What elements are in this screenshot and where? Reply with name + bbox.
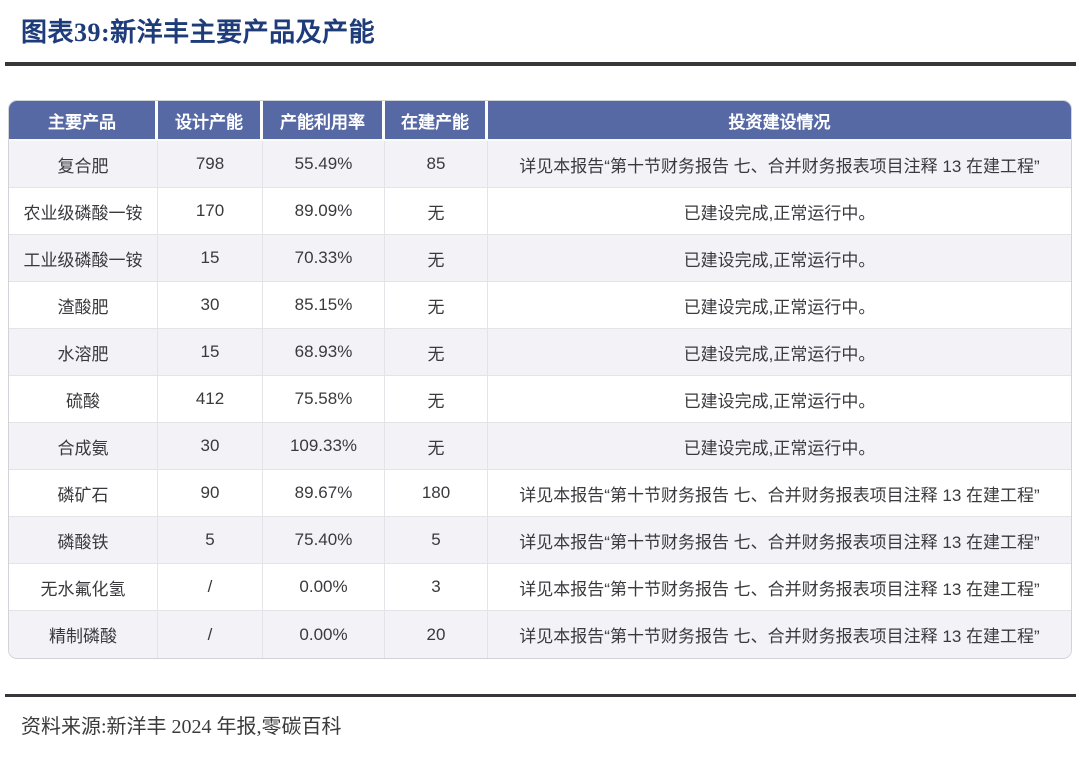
cell-under-construction: 无 <box>385 235 488 282</box>
cell-product: 农业级磷酸一铵 <box>9 188 158 235</box>
products-table-grid: 主要产品 设计产能 产能利用率 在建产能 投资建设情况 复合肥 798 55.4… <box>9 101 1071 658</box>
cell-utilization: 89.67% <box>263 470 385 517</box>
cell-under-construction: 无 <box>385 376 488 423</box>
cell-investment-status: 详见本报告“第十节财务报告 七、合并财务报表项目注释 13 在建工程” <box>488 611 1071 658</box>
cell-design-capacity: 412 <box>158 376 263 423</box>
cell-utilization: 70.33% <box>263 235 385 282</box>
cell-utilization: 75.58% <box>263 376 385 423</box>
table-row: 工业级磷酸一铵 15 70.33% 无 已建设完成,正常运行中。 <box>9 235 1071 282</box>
cell-utilization: 89.09% <box>263 188 385 235</box>
cell-utilization: 109.33% <box>263 423 385 470</box>
products-table: 主要产品 设计产能 产能利用率 在建产能 投资建设情况 复合肥 798 55.4… <box>8 100 1072 659</box>
cell-design-capacity: 30 <box>158 282 263 329</box>
cell-design-capacity: 798 <box>158 141 263 188</box>
cell-product: 磷矿石 <box>9 470 158 517</box>
table-row: 复合肥 798 55.49% 85 详见本报告“第十节财务报告 七、合并财务报表… <box>9 141 1071 188</box>
cell-investment-status: 已建设完成,正常运行中。 <box>488 235 1071 282</box>
col-header-main-product: 主要产品 <box>9 101 158 141</box>
cell-design-capacity: 30 <box>158 423 263 470</box>
cell-design-capacity: / <box>158 564 263 611</box>
cell-investment-status: 详见本报告“第十节财务报告 七、合并财务报表项目注释 13 在建工程” <box>488 564 1071 611</box>
cell-utilization: 0.00% <box>263 611 385 658</box>
cell-under-construction: 20 <box>385 611 488 658</box>
cell-investment-status: 详见本报告“第十节财务报告 七、合并财务报表项目注释 13 在建工程” <box>488 141 1071 188</box>
cell-product: 复合肥 <box>9 141 158 188</box>
cell-design-capacity: 170 <box>158 188 263 235</box>
cell-under-construction: 180 <box>385 470 488 517</box>
cell-product: 工业级磷酸一铵 <box>9 235 158 282</box>
table-row: 磷矿石 90 89.67% 180 详见本报告“第十节财务报告 七、合并财务报表… <box>9 470 1071 517</box>
cell-utilization: 85.15% <box>263 282 385 329</box>
col-header-investment-status: 投资建设情况 <box>488 101 1071 141</box>
table-row: 无水氟化氢 / 0.00% 3 详见本报告“第十节财务报告 七、合并财务报表项目… <box>9 564 1071 611</box>
cell-investment-status: 已建设完成,正常运行中。 <box>488 423 1071 470</box>
cell-under-construction: 5 <box>385 517 488 564</box>
cell-under-construction: 无 <box>385 423 488 470</box>
cell-utilization: 68.93% <box>263 329 385 376</box>
table-row: 磷酸铁 5 75.40% 5 详见本报告“第十节财务报告 七、合并财务报表项目注… <box>9 517 1071 564</box>
cell-utilization: 0.00% <box>263 564 385 611</box>
cell-product: 水溶肥 <box>9 329 158 376</box>
cell-investment-status: 已建设完成,正常运行中。 <box>488 282 1071 329</box>
col-header-design-capacity: 设计产能 <box>158 101 263 141</box>
cell-product: 精制磷酸 <box>9 611 158 658</box>
cell-under-construction: 3 <box>385 564 488 611</box>
cell-product: 硫酸 <box>9 376 158 423</box>
cell-investment-status: 已建设完成,正常运行中。 <box>488 329 1071 376</box>
cell-product: 合成氨 <box>9 423 158 470</box>
cell-investment-status: 详见本报告“第十节财务报告 七、合并财务报表项目注释 13 在建工程” <box>488 470 1071 517</box>
cell-under-construction: 无 <box>385 188 488 235</box>
cell-design-capacity: 90 <box>158 470 263 517</box>
cell-under-construction: 85 <box>385 141 488 188</box>
cell-design-capacity: 5 <box>158 517 263 564</box>
table-row: 水溶肥 15 68.93% 无 已建设完成,正常运行中。 <box>9 329 1071 376</box>
col-header-under-construction: 在建产能 <box>385 101 488 141</box>
col-header-utilization-rate: 产能利用率 <box>263 101 385 141</box>
source-note: 资料来源:新洋丰 2024 年报,零碳百科 <box>21 716 342 738</box>
cell-investment-status: 已建设完成,正常运行中。 <box>488 376 1071 423</box>
table-header-row: 主要产品 设计产能 产能利用率 在建产能 投资建设情况 <box>9 101 1071 141</box>
title-divider <box>5 62 1076 66</box>
table-row: 农业级磷酸一铵 170 89.09% 无 已建设完成,正常运行中。 <box>9 188 1071 235</box>
cell-under-construction: 无 <box>385 329 488 376</box>
cell-design-capacity: 15 <box>158 329 263 376</box>
table-row: 精制磷酸 / 0.00% 20 详见本报告“第十节财务报告 七、合并财务报表项目… <box>9 611 1071 658</box>
table-row: 渣酸肥 30 85.15% 无 已建设完成,正常运行中。 <box>9 282 1071 329</box>
cell-product: 无水氟化氢 <box>9 564 158 611</box>
figure-title: 图表39:新洋丰主要产品及产能 <box>21 18 376 47</box>
cell-product: 渣酸肥 <box>9 282 158 329</box>
cell-investment-status: 详见本报告“第十节财务报告 七、合并财务报表项目注释 13 在建工程” <box>488 517 1071 564</box>
table-row: 硫酸 412 75.58% 无 已建设完成,正常运行中。 <box>9 376 1071 423</box>
cell-product: 磷酸铁 <box>9 517 158 564</box>
cell-utilization: 55.49% <box>263 141 385 188</box>
cell-investment-status: 已建设完成,正常运行中。 <box>488 188 1071 235</box>
cell-under-construction: 无 <box>385 282 488 329</box>
table-row: 合成氨 30 109.33% 无 已建设完成,正常运行中。 <box>9 423 1071 470</box>
source-divider <box>5 694 1076 697</box>
cell-design-capacity: 15 <box>158 235 263 282</box>
cell-utilization: 75.40% <box>263 517 385 564</box>
cell-design-capacity: / <box>158 611 263 658</box>
